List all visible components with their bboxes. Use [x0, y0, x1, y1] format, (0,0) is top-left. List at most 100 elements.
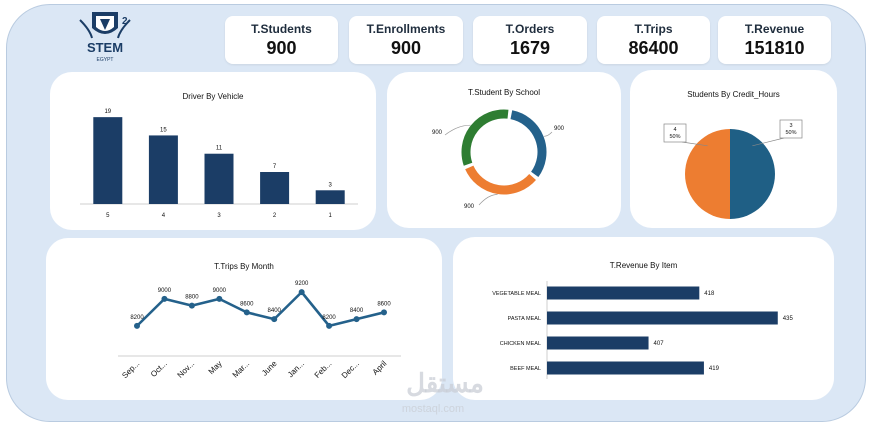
logo-mark: 2	[122, 16, 128, 27]
percent-label: 50%	[785, 130, 796, 136]
kpi-label: T.Students	[225, 22, 338, 36]
percent-label: 50%	[669, 134, 680, 140]
bar	[149, 135, 178, 204]
kpi-label: T.Trips	[597, 22, 710, 36]
tick-label: Nov...	[176, 359, 197, 380]
data-label: 900	[464, 204, 475, 210]
tick-label: 2	[273, 213, 277, 219]
kpi-label: T.Enrollments	[349, 22, 463, 36]
kpi-value: 900	[349, 38, 463, 59]
category-label: CHICKEN MEAL	[500, 341, 541, 347]
logo-text: STEM	[87, 40, 123, 55]
category-label: BEEF MEAL	[510, 366, 541, 372]
tick-label: 5	[106, 213, 110, 219]
bar	[93, 117, 122, 204]
watermark-arabic: مستقل	[406, 368, 484, 398]
mostaql-watermark: مستقل mostaql.com	[385, 362, 505, 422]
bar	[547, 287, 699, 300]
data-label: 11	[216, 146, 223, 152]
credit-chart: 350%450%	[630, 70, 837, 228]
category-label: VEGETABLE MEAL	[492, 291, 541, 297]
category-label: PASTA MEAL	[508, 316, 541, 322]
kpi-total-students: T.Students 900	[225, 16, 338, 64]
trips-by-month-panel: T.Trips By Month 8200 Sep... 9000 Oct... 880…	[46, 238, 442, 400]
tick-label: 4	[162, 213, 166, 219]
data-label: 8400	[350, 308, 364, 314]
driver-chart: 19 5 15 4 11 3 7 2 3 1	[50, 72, 376, 230]
kpi-label: T.Orders	[473, 22, 587, 36]
tick-label: Feb...	[313, 359, 334, 380]
data-label: 407	[654, 341, 665, 347]
data-point	[381, 309, 387, 315]
data-point	[326, 323, 332, 329]
tick-label: Sep...	[120, 359, 141, 380]
data-label: 19	[104, 109, 111, 115]
bar	[316, 190, 345, 204]
kpi-total-revenue: T.Revenue 151810	[718, 16, 831, 64]
data-label: 8600	[240, 301, 254, 307]
data-point	[354, 316, 360, 322]
donut-segment	[511, 115, 542, 175]
revenue-chart: VEGETABLE MEAL 418 PASTA MEAL 435 CHICKEN ME…	[453, 237, 834, 400]
bar	[547, 337, 649, 350]
data-label: 9000	[158, 288, 172, 294]
tick-label: Mar...	[231, 359, 252, 380]
data-point	[216, 296, 222, 302]
data-label: 15	[160, 127, 167, 133]
data-label: 900	[432, 130, 443, 136]
kpi-label: T.Revenue	[718, 22, 831, 36]
data-label: 8400	[268, 308, 282, 314]
driver-by-vehicle-panel: Driver By Vehicle 19 5 15 4 11 3 7 2 3 1	[50, 72, 376, 230]
data-label: 8800	[185, 295, 199, 301]
data-label: 9000	[213, 288, 227, 294]
kpi-total-enrollments: T.Enrollments 900	[349, 16, 463, 64]
data-label: 8200	[322, 315, 336, 321]
data-label: 3	[789, 123, 792, 129]
kpi-value: 86400	[597, 38, 710, 59]
leader-line	[544, 132, 552, 136]
logo-subtext: EGYPT	[97, 57, 114, 63]
kpi-total-orders: T.Orders 1679	[473, 16, 587, 64]
stem-egypt-logo: 2 STEM EGYPT	[70, 8, 140, 66]
watermark-latin: mostaql.com	[402, 403, 464, 415]
leader-line	[479, 195, 498, 205]
tick-label: June	[260, 359, 279, 378]
tick-label: Oct...	[149, 359, 169, 379]
pie-slice	[730, 129, 775, 219]
kpi-value: 900	[225, 38, 338, 59]
bar	[260, 172, 289, 204]
revenue-by-item-panel: T.Revenue By Item VEGETABLE MEAL 418 PASTA…	[453, 237, 834, 400]
bar	[547, 312, 778, 325]
tick-label: 3	[217, 213, 221, 219]
data-label: 435	[783, 316, 794, 322]
data-label: 4	[673, 127, 676, 133]
tick-label: Jan...	[286, 359, 306, 379]
data-point	[244, 309, 250, 315]
series-line	[137, 292, 384, 326]
data-point	[271, 316, 277, 322]
tick-label: Dec...	[340, 359, 361, 380]
data-label: 3	[329, 182, 333, 188]
data-point	[299, 289, 305, 295]
data-label: 419	[709, 366, 720, 372]
kpi-value: 1679	[473, 38, 587, 59]
kpi-total-trips: T.Trips 86400	[597, 16, 710, 64]
tick-label: 1	[329, 213, 333, 219]
donut-segment	[466, 114, 508, 164]
data-label: 900	[554, 126, 565, 132]
kpi-value: 151810	[718, 38, 831, 59]
donut-segment	[469, 167, 532, 190]
data-point	[134, 323, 140, 329]
student-by-school-panel: T.Student By School 900 900 900	[387, 72, 621, 228]
school-chart: 900 900 900	[387, 72, 621, 228]
bar	[547, 362, 704, 375]
trips-chart: 8200 Sep... 9000 Oct... 8800 Nov... 9000 May 860…	[46, 238, 442, 400]
data-point	[189, 303, 195, 309]
tick-label: May	[207, 359, 224, 376]
data-label: 7	[273, 164, 277, 170]
bar	[205, 154, 234, 204]
data-label: 9200	[295, 281, 309, 287]
data-point	[161, 296, 167, 302]
data-label: 8600	[377, 301, 391, 307]
data-label: 418	[704, 291, 715, 297]
